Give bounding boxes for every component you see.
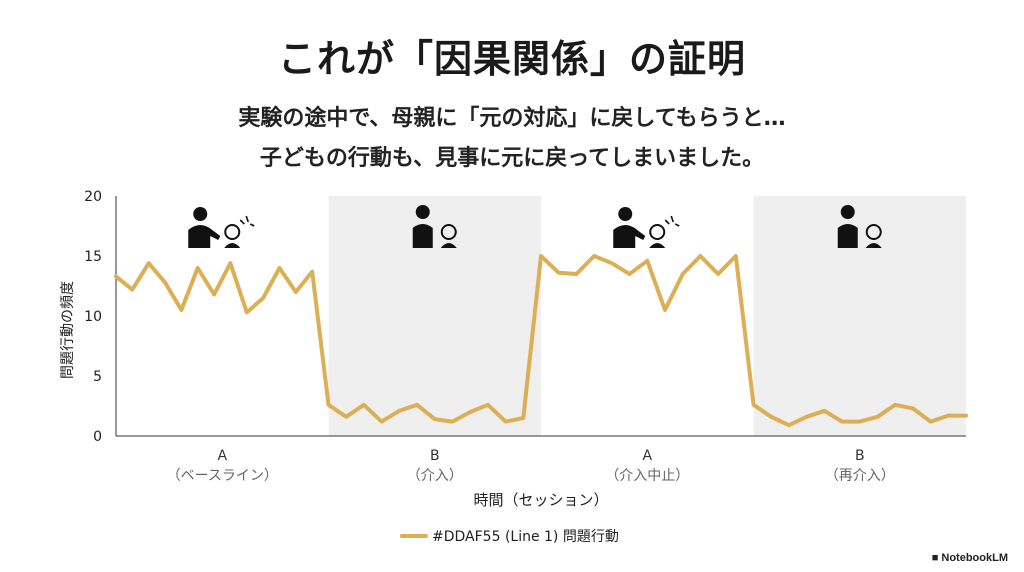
y-tick-label: 20: [84, 189, 102, 205]
phase-label: B: [855, 448, 865, 464]
mother-attending-crying-child-icon: [613, 207, 680, 248]
y-tick-label: 5: [93, 369, 102, 385]
phase-sublabel: （ベースライン）: [167, 468, 278, 484]
phase-label: A: [217, 448, 227, 464]
phase-sublabel: （介入中止）: [605, 468, 689, 484]
page-title: これが「因果関係」の証明: [277, 37, 746, 81]
mother-ignoring-child-icon: [412, 205, 457, 248]
phase-label: A: [642, 448, 652, 464]
phase-sublabel: （介入）: [407, 468, 463, 484]
y-tick-label: 0: [93, 429, 102, 445]
watermark: ■ NotebookLM: [931, 552, 1008, 564]
mother-attending-crying-child-icon: [188, 207, 255, 248]
y-axis-label: 問題行動の頻度: [60, 281, 76, 379]
mother-ignoring-child-icon: [837, 205, 882, 248]
legend-label: #DDAF55 (Line 1) 問題行動: [432, 529, 619, 545]
watermark-text: NotebookLM: [941, 552, 1008, 564]
y-tick-label: 10: [84, 309, 102, 325]
series-line: [114, 254, 968, 428]
subtitle-line-1: 実験の途中で、母親に「元の対応」に戻してもらうと…: [238, 106, 786, 131]
phase-shade: [328, 196, 541, 436]
subtitle-line-2: 子どもの行動も、見事に元に戻ってしまいました。: [259, 146, 765, 171]
y-tick-label: 15: [84, 249, 102, 265]
phase-label: B: [430, 448, 440, 464]
phase-shade: [753, 196, 966, 436]
phase-sublabel: （再介入）: [825, 468, 895, 484]
x-axis-label: 時間（セッション）: [473, 491, 608, 509]
